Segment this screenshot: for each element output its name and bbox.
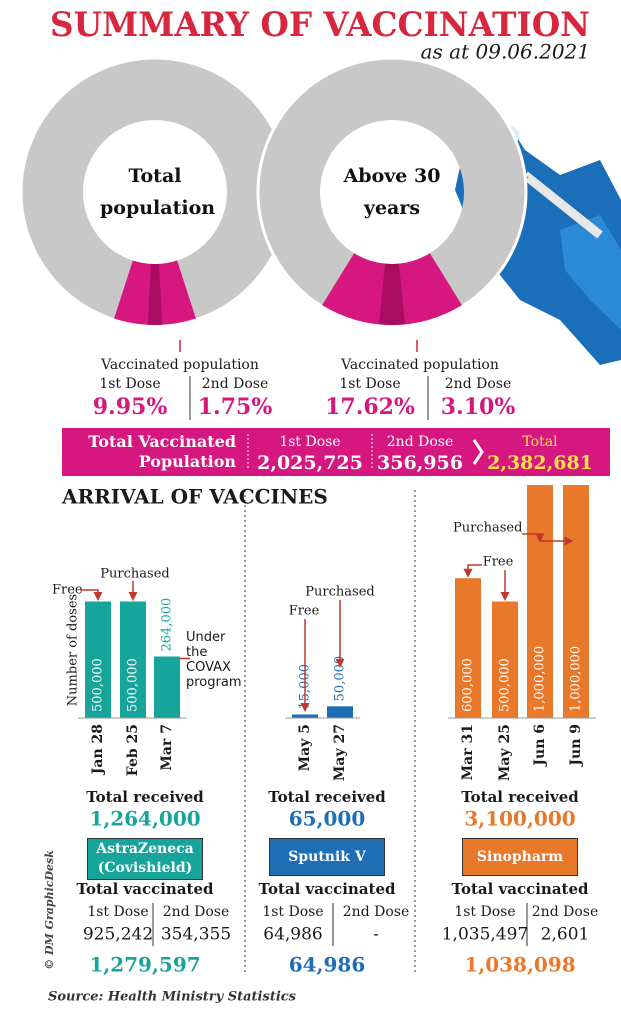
x-tick-label: Mar 7 (159, 724, 175, 771)
dose-value: 925,242 (83, 925, 153, 945)
bar-value-label: 500,000 (91, 658, 106, 712)
page-date: as at 09.06.2021 (421, 40, 590, 64)
summary-total-label: Total (522, 434, 558, 450)
annotation-line (80, 589, 103, 601)
annotation: Under the COVAX program (186, 630, 242, 690)
summary-first-label: 1st Dose (279, 434, 340, 450)
percent-label: 1.75% (198, 394, 273, 420)
percent-label: 3.10% (441, 394, 516, 420)
banner-arrow (472, 439, 484, 465)
vaccine-name: Sputnik V (269, 838, 385, 876)
bar (455, 578, 481, 718)
total-received-label: Total received (268, 788, 386, 806)
vaccine-name: Sinopharm (462, 838, 578, 876)
summary-total: 2,382,681 (487, 452, 593, 474)
x-tick-label: May 5 (297, 724, 313, 771)
total-vaccinated: 1,038,098 (464, 953, 575, 977)
dose-label: 1st Dose (87, 904, 148, 920)
total-vaccinated-label: Total vaccinated (77, 880, 215, 898)
dose-label: 2nd Dose (532, 904, 598, 920)
annotation: Purchased (453, 521, 522, 536)
donut-title: Above 30 years (343, 165, 441, 219)
vaccine-name: AstraZeneca (Covishield) (87, 838, 203, 880)
bar (327, 706, 353, 718)
total-vaccinated: 64,986 (289, 953, 366, 977)
summary-label: Total Vaccinated Population (88, 432, 236, 471)
total-received: 65,000 (289, 807, 366, 831)
dose-label: 2nd Dose (445, 376, 511, 392)
annotation-line (463, 564, 482, 578)
donut-edge (256, 56, 528, 328)
donut-subtitle: Vaccinated population (340, 357, 499, 373)
source-note: Source: Health Ministry Statistics (48, 990, 297, 1005)
total-received: 3,100,000 (464, 807, 575, 831)
x-tick-label: Feb 25 (125, 724, 141, 776)
bar (492, 601, 518, 718)
bar (154, 656, 180, 718)
donut-title: Total population (100, 165, 216, 219)
bar-value-label: 600,000 (461, 658, 476, 712)
dose-label: 2nd Dose (343, 904, 409, 920)
donut-slice (147, 263, 163, 325)
total-vaccinated: 1,279,597 (89, 953, 200, 977)
dose-label: 2nd Dose (163, 904, 229, 920)
dose-label: 2nd Dose (202, 376, 268, 392)
bar-value-label: 500,000 (126, 658, 141, 712)
total-received-label: Total received (461, 788, 579, 806)
dose-value: 64,986 (263, 925, 322, 945)
bar-value-label: 1,000,000 (533, 646, 548, 712)
dose-label: 1st Dose (99, 376, 160, 392)
total-vaccinated-label: Total vaccinated (452, 880, 590, 898)
bar (292, 714, 318, 718)
donut-slice (379, 263, 405, 326)
dose-label: 1st Dose (262, 904, 323, 920)
dose-label: 1st Dose (454, 904, 515, 920)
annotation: Purchased (100, 567, 169, 582)
x-tick-label: May 27 (332, 724, 348, 781)
total-received: 1,264,000 (89, 807, 200, 831)
dose-value: 1,035,497 (442, 925, 529, 945)
summary-banner (62, 428, 610, 476)
x-tick-label: Jun 6 (532, 724, 548, 768)
donut-subtitle: Vaccinated population (100, 357, 259, 373)
annotation: Purchased (305, 585, 374, 600)
dose-label: 1st Dose (339, 376, 400, 392)
annotation-line (522, 533, 545, 543)
summary-second-label: 2nd Dose (387, 434, 453, 450)
x-tick-label: Jan 28 (90, 724, 106, 776)
section-title: ARRIVAL OF VACCINES (61, 485, 328, 509)
summary-first: 2,025,725 (257, 452, 363, 474)
dose-value: 2,601 (541, 925, 590, 945)
page-title: SUMMARY OF VACCINATION (50, 5, 590, 45)
x-tick-label: Jun 9 (568, 724, 584, 768)
y-axis-label: Number of doses (66, 594, 81, 706)
summary-second: 356,956 (377, 452, 463, 474)
total-received-label: Total received (86, 788, 204, 806)
dose-value: - (373, 925, 379, 945)
percent-label: 9.95% (93, 394, 168, 420)
bar (563, 485, 589, 718)
total-vaccinated-label: Total vaccinated (259, 880, 397, 898)
bar-value-label: 264,000 (160, 598, 175, 652)
bar (120, 601, 146, 718)
bar (527, 485, 553, 718)
bar-value-label: 1,000,000 (569, 646, 584, 712)
x-tick-label: May 25 (497, 724, 513, 781)
annotation: Free (289, 604, 320, 619)
percent-label: 17.62% (325, 394, 415, 420)
annotation: Free (52, 583, 83, 598)
dose-value: 354,355 (161, 925, 231, 945)
bar-value-label: 500,000 (498, 658, 513, 712)
annotation: Free (483, 555, 514, 570)
x-tick-label: Mar 31 (460, 724, 476, 780)
bar (85, 601, 111, 718)
credit: © DM GraphicDesk (43, 850, 56, 970)
